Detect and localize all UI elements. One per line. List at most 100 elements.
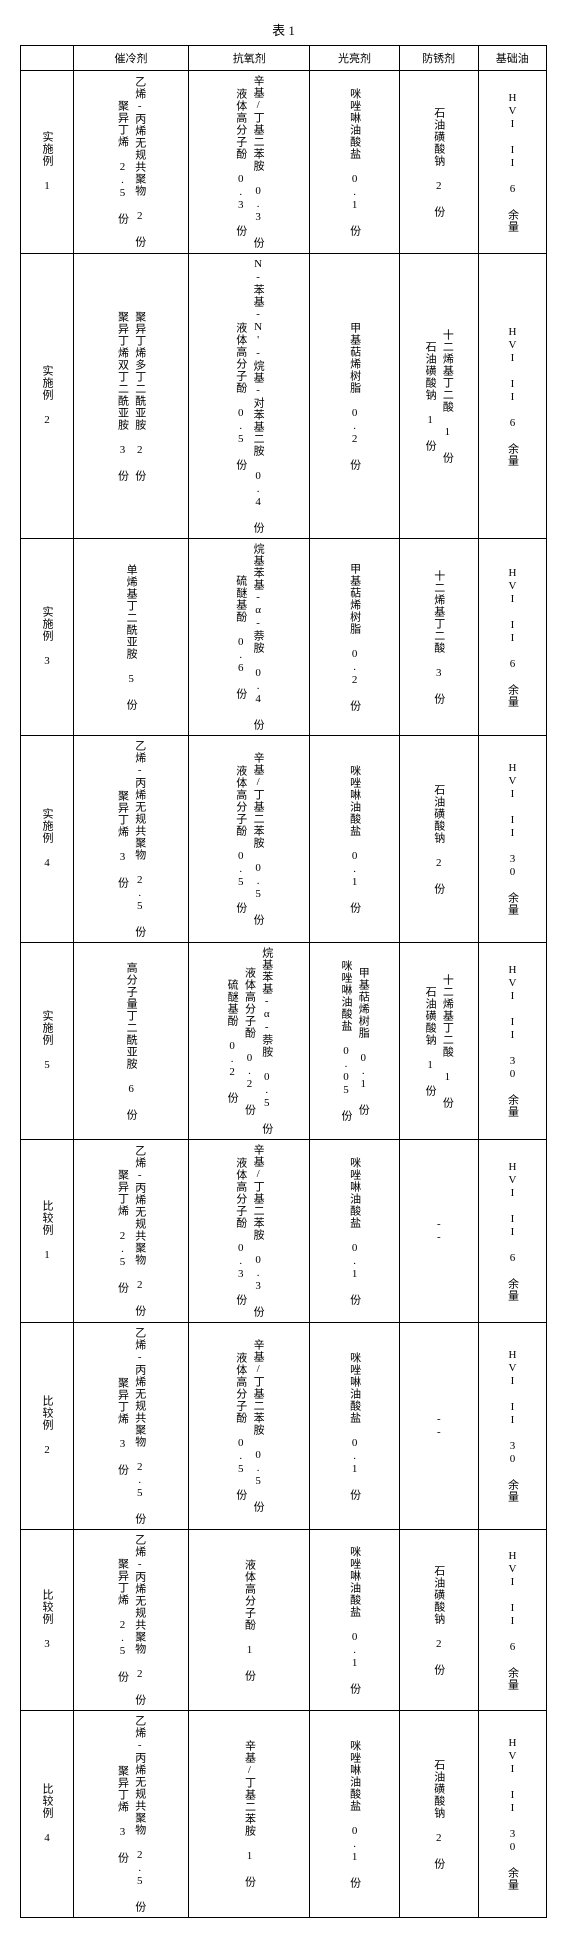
cell-text: 乙烯-丙烯无规共聚物 2 份 [132,1534,146,1706]
table-cell: HVI II 6 余量 [478,1530,546,1711]
table-cell: 聚异丁烯 3 份乙烯-丙烯无规共聚物 2.5 份 [73,1323,189,1530]
cell-text: 液体高分子酚 1 份 [242,1559,256,1682]
cell-text: 聚异丁烯 2.5 份 [115,1534,129,1706]
cell-text: HVI II 6 余量 [505,1550,519,1691]
table-cell: 液体高分子酚 0.3 份辛基/丁基二苯胺 0.3 份 [189,71,310,254]
table-cell: 辛基/丁基二苯胺 1 份 [189,1711,310,1918]
cell-text: 十二烯基丁二酸 3 份 [431,570,445,705]
cell-text: 聚异丁烯双丁二酰亚胺 3 份 [115,311,129,482]
cell-text: 聚异丁烯 3 份 [115,1715,129,1913]
table-cell: 液体高分子酚 1 份 [189,1530,310,1711]
table-cell: -- [399,1140,478,1323]
table-cell: HVI II 6 余量 [478,539,546,736]
cell-text: 聚异丁烯多丁二酰亚胺 2 份 [132,311,146,482]
cell-text: 液体高分子酚 0.5 份 [234,1339,248,1513]
cell-text: 实施例 2 [40,365,54,427]
row-label: 实施例 1 [21,71,74,254]
table-cell: -- [399,1323,478,1530]
table-cell: 聚异丁烯 2.5 份乙烯-丙烯无规共聚物 2 份 [73,1140,189,1323]
table-cell: HVI II 6 余量 [478,254,546,539]
table-cell: 聚异丁烯双丁二酰亚胺 3 份聚异丁烯多丁二酰亚胺 2 份 [73,254,189,539]
row-label: 实施例 5 [21,943,74,1140]
table-cell: 石油磺酸钠 1 份十二烯基丁二酸 1 份 [399,943,478,1140]
table-row: 实施例 2聚异丁烯双丁二酰亚胺 3 份聚异丁烯多丁二酰亚胺 2 份液体高分子酚 … [21,254,547,539]
cell-text: 甲基萜烯树脂 0.1 份 [356,960,370,1122]
table-cell: 咪唑啉油酸盐 0.1 份 [310,1323,399,1530]
cell-text: 烷基苯基-α-萘胺 0.4 份 [251,543,265,731]
cell-text: 实施例 5 [40,1010,54,1072]
cell-text: 乙烯-丙烯无规共聚物 2 份 [132,1145,146,1317]
table-cell: 液体高分子酚 0.5 份辛基/丁基二苯胺 0.5 份 [189,736,310,943]
row-label: 实施例 2 [21,254,74,539]
cell-text: 聚异丁烯 2.5 份 [115,76,129,248]
col-header-4: 防锈剂 [399,46,478,71]
table-cell: HVI II 30 余量 [478,736,546,943]
cell-text: 咪唑啉油酸盐 0.1 份 [347,1352,361,1501]
cell-text: N-苯基-N'-烷基-对苯基二胺 0.4 份 [251,258,265,534]
cell-text: HVI II 6 余量 [505,1161,519,1302]
table-cell: 十二烯基丁二酸 3 份 [399,539,478,736]
cell-text: 辛基/丁基二苯胺 0.3 份 [251,75,265,249]
composition-table: 催冷剂 抗氧剂 光亮剂 防锈剂 基础油 实施例 1聚异丁烯 2.5 份乙烯-丙烯… [20,45,547,1918]
table-cell: HVI II 6 余量 [478,71,546,254]
table-row: 实施例 5高分子量丁二酰亚胺 6 份硫醚基酚 0.2 份液体高分子酚 0.2 份… [21,943,547,1140]
cell-text: 聚异丁烯 3 份 [115,740,129,938]
cell-text: 比较例 1 [40,1200,54,1262]
col-header-2: 抗氧剂 [189,46,310,71]
cell-text: 乙烯-丙烯无规共聚物 2.5 份 [132,1715,146,1913]
cell-text: HVI II 30 余量 [505,762,519,916]
cell-text: 比较例 3 [40,1589,54,1651]
cell-text: 辛基/丁基二苯胺 0.3 份 [251,1144,265,1318]
cell-text: 乙烯-丙烯无规共聚物 2 份 [132,76,146,248]
table-cell: HVI II 30 余量 [478,943,546,1140]
cell-text: 实施例 1 [40,131,54,193]
row-label: 实施例 3 [21,539,74,736]
cell-text: 比较例 2 [40,1395,54,1457]
table-cell: 甲基萜烯树脂 0.2 份 [310,539,399,736]
cell-text: 石油磺酸钠 2 份 [431,1759,445,1870]
table-cell: 液体高分子酚 0.5 份N-苯基-N'-烷基-对苯基二胺 0.4 份 [189,254,310,539]
cell-text: 辛基/丁基二苯胺 0.5 份 [251,752,265,926]
table-cell: HVI II 30 余量 [478,1711,546,1918]
cell-text: 液体高分子酚 0.3 份 [234,1144,248,1318]
cell-text: 单烯基丁二酰亚胺 5 份 [124,564,138,711]
table-cell: 石油磺酸钠 2 份 [399,736,478,943]
table-cell: 聚异丁烯 3 份乙烯-丙烯无规共聚物 2.5 份 [73,1711,189,1918]
table-cell: 聚异丁烯 3 份乙烯-丙烯无规共聚物 2.5 份 [73,736,189,943]
cell-text: 辛基/丁基二苯胺 0.5 份 [251,1339,265,1513]
cell-text: 比较例 4 [40,1783,54,1845]
table-row: 比较例 4 聚异丁烯 3 份乙烯-丙烯无规共聚物 2.5 份 辛基/丁基二苯胺 1 … [21,1711,547,1918]
cell-text: 聚异丁烯 3 份 [115,1327,129,1525]
cell-text: 辛基/丁基二苯胺 1 份 [242,1740,256,1888]
table-cell: 液体高分子酚 0.5 份辛基/丁基二苯胺 0.5 份 [189,1323,310,1530]
table-cell: 聚异丁烯 2.5 份乙烯-丙烯无规共聚物 2 份 [73,71,189,254]
row-label: 比较例 2 [21,1323,74,1530]
table-cell: 咪唑啉油酸盐 0.1 份 [310,736,399,943]
cell-text: 十二烯基丁二酸 1 份 [440,329,454,464]
cell-text: 高分子量丁二酰亚胺 6 份 [124,962,138,1121]
table-cell: HVI II 6 余量 [478,1140,546,1323]
cell-text: HVI II 30 余量 [505,964,519,1118]
cell-text: HVI II 6 余量 [505,326,519,467]
table-cell: 石油磺酸钠 2 份 [399,71,478,254]
table-cell: 咪唑啉油酸盐 0.1 份 [310,1711,399,1918]
cell-text: 乙烯-丙烯无规共聚物 2.5 份 [132,740,146,938]
cell-text: 咪唑啉油酸盐 0.1 份 [347,765,361,914]
cell-text: 实施例 3 [40,606,54,668]
cell-text: HVI II 6 余量 [505,567,519,708]
table-cell: 咪唑啉油酸盐 0.1 份 [310,1140,399,1323]
table-cell: 咪唑啉油酸盐 0.1 份 [310,71,399,254]
cell-text: 咪唑啉油酸盐 0.1 份 [347,88,361,237]
cell-text: 烷基苯基-α-萘胺 0.5 份 [259,947,273,1135]
cell-text: 石油磺酸钠 2 份 [431,1565,445,1676]
row-label: 比较例 1 [21,1140,74,1323]
row-label: 实施例 4 [21,736,74,943]
cell-text: 咪唑啉油酸盐 0.1 份 [347,1546,361,1695]
cell-text: 乙烯-丙烯无规共聚物 2.5 份 [132,1327,146,1525]
cell-text: -- [431,1218,445,1244]
cell-text: 咪唑啉油酸盐 0.1 份 [347,1157,361,1306]
table-cell: 高分子量丁二酰亚胺 6 份 [73,943,189,1140]
cell-text: 液体高分子酚 0.3 份 [234,75,248,249]
cell-text: 聚异丁烯 2.5 份 [115,1145,129,1317]
cell-text: 石油磺酸钠 2 份 [431,107,445,218]
